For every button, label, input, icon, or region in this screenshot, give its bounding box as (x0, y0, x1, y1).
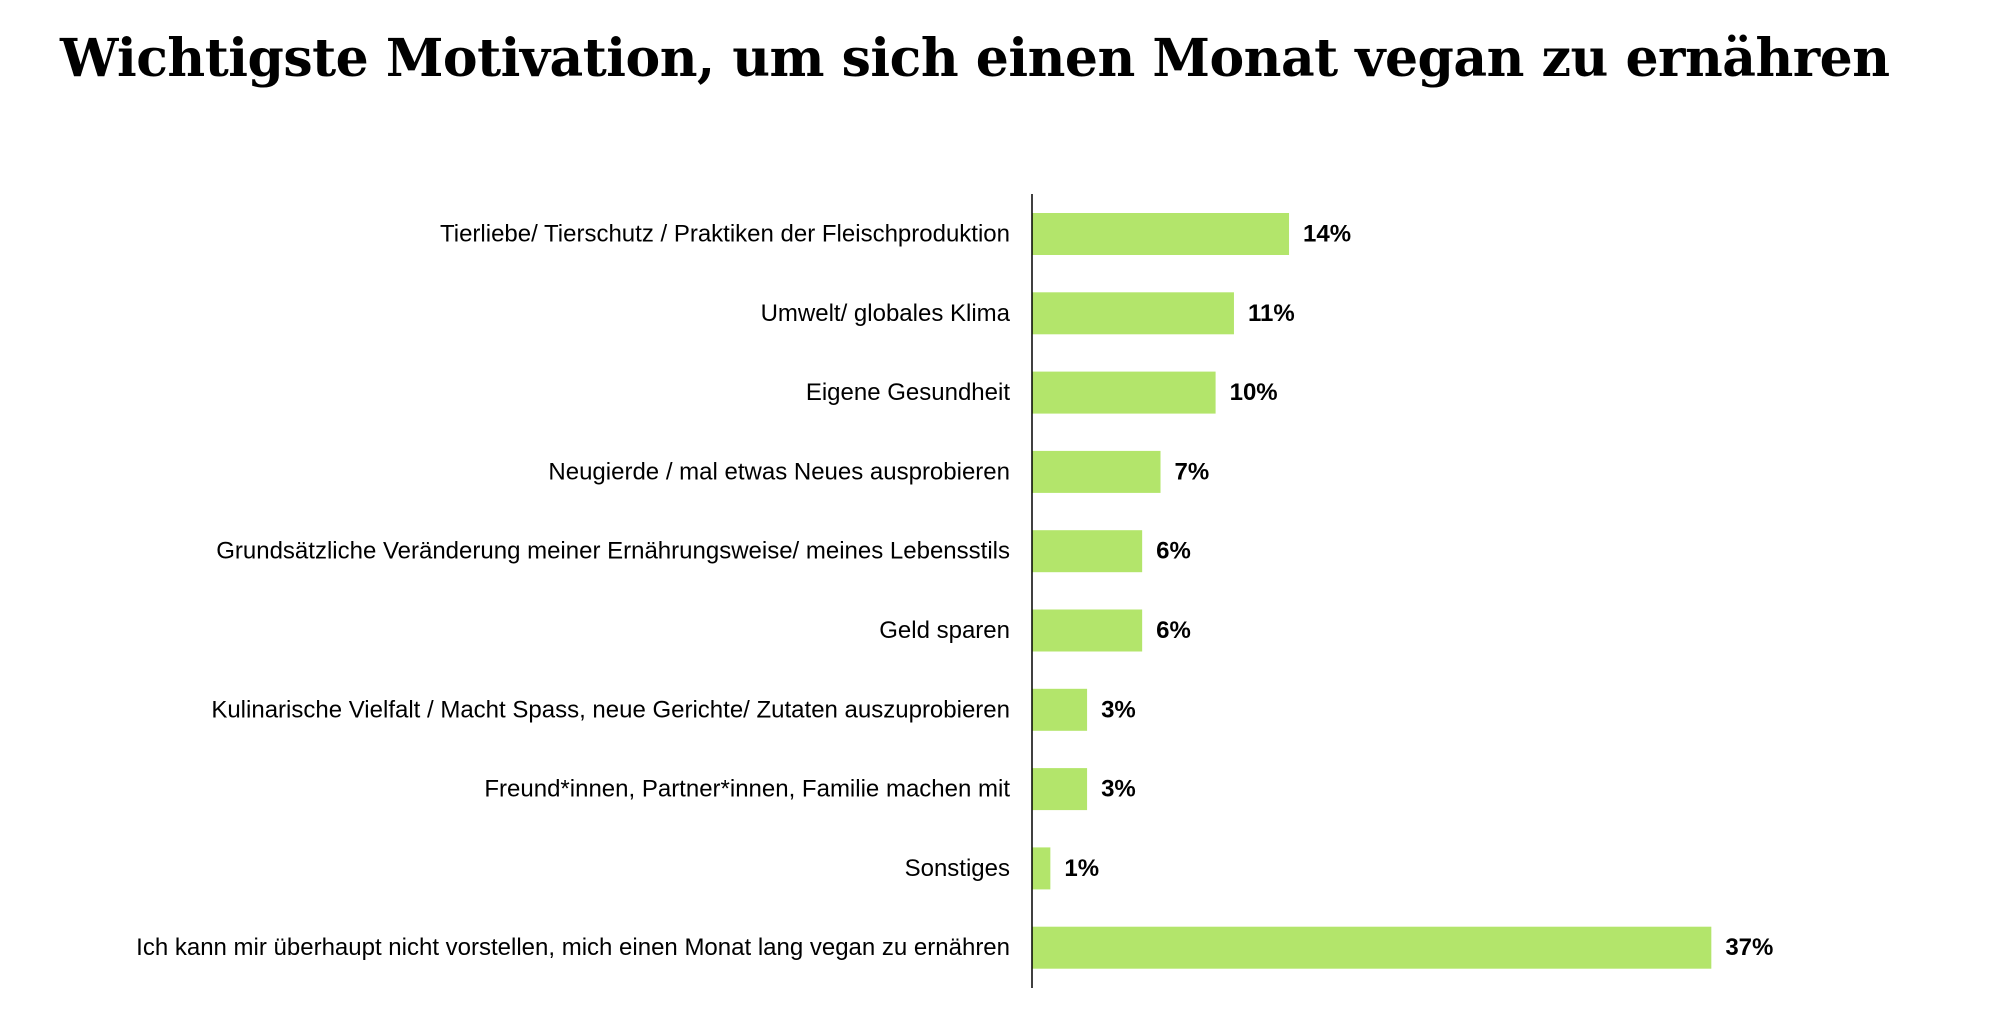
value-label: 11% (1248, 300, 1295, 327)
value-label: 6% (1156, 538, 1191, 565)
value-label: 1% (1064, 855, 1099, 882)
category-label: Sonstiges (905, 855, 1010, 882)
category-label: Eigene Gesundheit (806, 379, 1010, 406)
category-label: Geld sparen (879, 617, 1010, 644)
value-label: 3% (1101, 776, 1136, 803)
category-label: Umwelt/ globales Klima (761, 300, 1011, 327)
bar (1032, 450, 1161, 493)
value-label: 14% (1303, 221, 1351, 248)
value-label: 10% (1230, 379, 1278, 406)
bars-group: Tierliebe/ Tierschutz / Praktiken der Fl… (136, 213, 1773, 969)
category-label: Neugierde / mal etwas Neues ausprobieren (548, 458, 1010, 485)
value-label: 3% (1101, 696, 1136, 723)
bar (1032, 609, 1143, 652)
value-label: 37% (1725, 934, 1773, 961)
category-label: Freund*innen, Partner*innen, Familie mac… (484, 776, 1010, 803)
value-label: 7% (1175, 458, 1210, 485)
bar (1032, 213, 1290, 255)
category-label: Ich kann mir überhaupt nicht vorstellen,… (136, 934, 1010, 961)
bar (1032, 371, 1216, 414)
bar (1032, 688, 1088, 731)
bar (1032, 847, 1051, 890)
bar (1032, 926, 1712, 969)
category-label: Tierliebe/ Tierschutz / Praktiken der Fl… (440, 221, 1010, 248)
bar (1032, 768, 1088, 811)
chart-title: Wichtigste Motivation, um sich einen Mon… (60, 28, 1890, 89)
category-label: Grundsätzliche Veränderung meiner Ernähr… (216, 538, 1010, 565)
bar (1032, 292, 1234, 335)
category-label: Kulinarische Vielfalt / Macht Spass, neu… (211, 696, 1010, 723)
bar (1032, 530, 1143, 573)
value-label: 6% (1156, 617, 1191, 644)
